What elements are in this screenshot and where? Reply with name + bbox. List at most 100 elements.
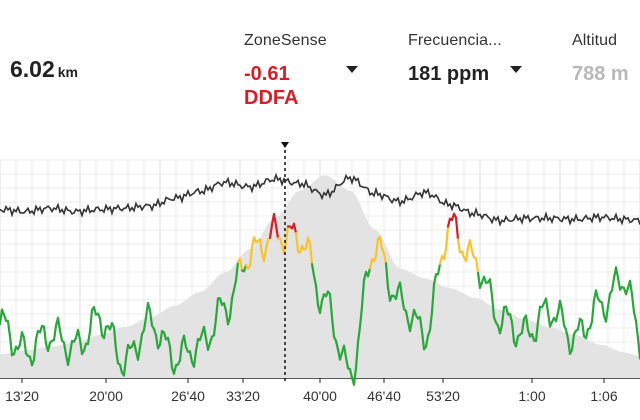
ddfa-segment bbox=[564, 328, 570, 340]
ddfa-segment bbox=[442, 247, 448, 261]
x-tick-label: 1:00 bbox=[518, 388, 545, 404]
x-axis-ticks: 13'20 20'00 26'40 33'20 40'00 46'40 53'20 1:00 1… bbox=[5, 378, 618, 404]
ddfa-segment bbox=[58, 329, 64, 342]
ddfa-segment bbox=[456, 238, 462, 254]
ddfa-segment bbox=[312, 274, 318, 287]
x-tick-label: 46'40 bbox=[367, 388, 401, 404]
ddfa-segment bbox=[158, 330, 164, 346]
x-tick-label: 20'00 bbox=[89, 388, 123, 404]
ddfa-segment bbox=[576, 317, 582, 331]
ddfa-segment bbox=[470, 249, 476, 259]
ddfa-segment bbox=[398, 281, 404, 298]
chevron-down-icon[interactable] bbox=[346, 66, 358, 73]
heart-rate-label: Frecuencia... bbox=[408, 32, 502, 49]
ddfa-segment bbox=[182, 334, 188, 349]
ddfa-segment bbox=[418, 316, 424, 333]
ddfa-segment bbox=[232, 279, 238, 291]
ddfa-segment bbox=[616, 276, 622, 291]
ddfa-segment bbox=[560, 308, 566, 327]
ddfa-segment bbox=[334, 339, 340, 351]
ddfa-segment bbox=[248, 245, 254, 268]
ddfa-segment bbox=[428, 310, 434, 332]
chevron-down-icon[interactable] bbox=[510, 66, 522, 73]
ddfa-segment bbox=[432, 273, 438, 286]
ddfa-segment bbox=[6, 320, 12, 338]
ddfa-segment bbox=[386, 286, 392, 302]
ddfa-segment bbox=[272, 212, 278, 227]
ddfa-segment bbox=[408, 319, 414, 333]
ddfa-segment bbox=[308, 242, 314, 266]
ddfa-segment bbox=[566, 337, 572, 355]
zonesense-unit: DDFA bbox=[244, 87, 299, 109]
distance-value: 6.02 bbox=[10, 56, 55, 82]
ddfa-segment bbox=[222, 302, 228, 312]
ddfa-segment bbox=[504, 305, 510, 316]
ddfa-segment bbox=[52, 324, 58, 342]
x-tick-label: 40'00 bbox=[303, 388, 337, 404]
ddfa-segment bbox=[314, 284, 320, 307]
ddfa-segment bbox=[570, 333, 576, 352]
ddfa-segment bbox=[366, 267, 372, 278]
ddfa-segment bbox=[600, 301, 606, 317]
ddfa-segment bbox=[356, 325, 362, 344]
ddfa-segment bbox=[594, 289, 600, 300]
activity-chart[interactable]: 13'20 20'00 26'40 33'20 40'00 46'40 53'20 1:00 1… bbox=[0, 140, 640, 420]
ddfa-segment bbox=[68, 339, 74, 355]
ddfa-segment bbox=[146, 301, 152, 312]
ddfa-segment bbox=[530, 333, 536, 342]
ddfa-segment bbox=[294, 231, 300, 253]
ddfa-segment bbox=[330, 316, 336, 338]
ddfa-segment bbox=[88, 308, 94, 333]
ddfa-segment bbox=[234, 261, 240, 282]
altitude-metric[interactable]: Altitud 788 m bbox=[572, 32, 629, 86]
ddfa-segment bbox=[454, 216, 460, 241]
ddfa-segment bbox=[488, 278, 494, 297]
distance-unit: km bbox=[57, 64, 78, 80]
ddfa-segment bbox=[510, 321, 516, 344]
ddfa-segment bbox=[374, 237, 380, 257]
ddfa-segment bbox=[198, 332, 204, 342]
metrics-header: 6.02 km ZoneSense -0.61 DDFA Frecuencia..… bbox=[0, 0, 640, 130]
ddfa-segment bbox=[124, 343, 130, 360]
ddfa-segment bbox=[580, 319, 586, 338]
ddfa-segment bbox=[536, 305, 542, 323]
ddfa-segment bbox=[226, 316, 232, 326]
heart-rate-line bbox=[0, 172, 640, 227]
ddfa-segment bbox=[508, 313, 514, 324]
heart-rate-metric[interactable]: Frecuencia... 181 ppm bbox=[408, 32, 502, 86]
ddfa-segment bbox=[610, 276, 616, 292]
ddfa-segment bbox=[360, 279, 366, 308]
ddfa-segment bbox=[474, 256, 480, 275]
ddfa-segment bbox=[62, 341, 68, 356]
zonesense-metric[interactable]: ZoneSense -0.61 DDFA bbox=[244, 32, 327, 110]
ddfa-segment bbox=[368, 257, 374, 270]
ddfa-segment bbox=[524, 314, 530, 332]
altitude-label: Altitud bbox=[572, 32, 618, 49]
ddfa-segment bbox=[142, 316, 148, 332]
ddfa-segment bbox=[238, 257, 244, 272]
ddfa-segment bbox=[624, 286, 630, 296]
ddfa-segment bbox=[436, 262, 442, 276]
zonesense-value: -0.61 bbox=[244, 63, 290, 85]
ddfa-segment bbox=[206, 341, 212, 351]
ddfa-segment bbox=[98, 317, 104, 337]
ddfa-segment bbox=[178, 341, 184, 362]
ddfa-segment bbox=[500, 306, 506, 326]
ddfa-segment bbox=[354, 341, 360, 369]
ddfa-segment bbox=[444, 225, 450, 251]
cursor-marker-icon[interactable] bbox=[281, 142, 289, 148]
ddfa-segment bbox=[166, 336, 172, 348]
ddfa-segment bbox=[604, 305, 610, 323]
ddfa-segment bbox=[102, 325, 108, 340]
ddfa-segment bbox=[358, 305, 364, 328]
ddfa-line bbox=[0, 212, 640, 386]
ddfa-segment bbox=[42, 325, 48, 345]
ddfa-segment bbox=[168, 345, 174, 370]
ddfa-segment bbox=[446, 217, 452, 228]
ddfa-segment bbox=[152, 327, 158, 337]
ddfa-segment bbox=[342, 344, 348, 359]
ddfa-segment bbox=[352, 366, 358, 386]
ddfa-segment bbox=[192, 349, 198, 368]
ddfa-segment bbox=[344, 356, 350, 370]
ddfa-segment bbox=[384, 262, 390, 289]
